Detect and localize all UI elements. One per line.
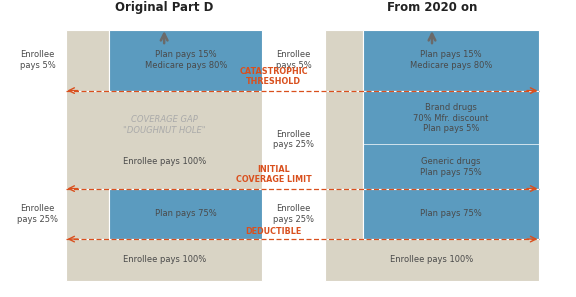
- Bar: [325, 30, 363, 91]
- Text: Enrollee
pays 25%: Enrollee pays 25%: [17, 204, 58, 224]
- Text: Enrollee pays 100%: Enrollee pays 100%: [123, 255, 206, 264]
- Text: Enrollee pays 100%: Enrollee pays 100%: [391, 255, 473, 264]
- Text: Plan pays 75%: Plan pays 75%: [155, 209, 217, 218]
- Text: Enrollee
pays 25%: Enrollee pays 25%: [273, 204, 314, 224]
- Bar: [363, 189, 539, 239]
- Bar: [325, 91, 363, 189]
- Text: Plan pays 15%
Medicare pays 80%: Plan pays 15% Medicare pays 80%: [410, 50, 492, 70]
- Bar: [325, 189, 363, 239]
- Bar: [66, 30, 109, 91]
- Bar: [325, 239, 539, 281]
- Text: Original Part D: Original Part D: [115, 1, 213, 14]
- Text: Enrollee
pays 5%: Enrollee pays 5%: [276, 50, 312, 70]
- Text: Plan pays 15%
Medicare pays 80%: Plan pays 15% Medicare pays 80%: [145, 50, 227, 70]
- Bar: [66, 91, 262, 189]
- Text: Brand drugs
70% Mfr. discount
Plan pays 5%: Brand drugs 70% Mfr. discount Plan pays …: [413, 103, 488, 133]
- Bar: [109, 30, 262, 91]
- Text: From 2020 on: From 2020 on: [387, 1, 477, 14]
- Bar: [109, 189, 262, 239]
- Text: CATASTROPHIC
THRESHOLD: CATASTROPHIC THRESHOLD: [239, 67, 308, 86]
- Bar: [363, 91, 539, 189]
- Text: Generic drugs
Plan pays 75%: Generic drugs Plan pays 75%: [420, 157, 482, 177]
- Bar: [363, 30, 539, 91]
- Text: Enrollee
pays 5%: Enrollee pays 5%: [20, 50, 55, 70]
- Text: Enrollee pays 100%: Enrollee pays 100%: [123, 157, 206, 166]
- Text: COVERAGE GAP
"DOUGHNUT HOLE": COVERAGE GAP "DOUGHNUT HOLE": [123, 115, 206, 135]
- Bar: [66, 239, 262, 281]
- Text: INITIAL
COVERAGE LIMIT: INITIAL COVERAGE LIMIT: [236, 165, 312, 184]
- Text: DEDUCTIBLE: DEDUCTIBLE: [245, 227, 302, 236]
- Text: Plan pays 75%: Plan pays 75%: [420, 209, 482, 218]
- Bar: [66, 189, 109, 239]
- Text: Enrollee
pays 25%: Enrollee pays 25%: [273, 130, 314, 149]
